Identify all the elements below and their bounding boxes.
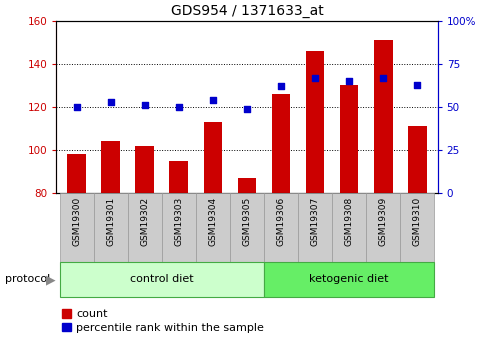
Title: GDS954 / 1371633_at: GDS954 / 1371633_at <box>170 4 323 18</box>
Bar <box>399 193 433 262</box>
Text: ketogenic diet: ketogenic diet <box>309 275 388 284</box>
Bar <box>339 85 358 193</box>
Bar <box>297 193 331 262</box>
Bar <box>229 193 264 262</box>
Text: GSM19305: GSM19305 <box>242 197 251 246</box>
Text: GSM19309: GSM19309 <box>378 197 387 246</box>
Bar <box>237 178 256 193</box>
Bar <box>94 193 127 262</box>
Bar <box>127 193 162 262</box>
Text: GSM19307: GSM19307 <box>310 197 319 246</box>
Point <box>106 99 114 105</box>
Point <box>243 106 250 111</box>
Point <box>277 83 285 89</box>
Bar <box>135 146 154 193</box>
Bar <box>60 262 264 297</box>
Bar <box>366 193 399 262</box>
Point <box>310 75 318 80</box>
Bar <box>331 193 366 262</box>
Text: GSM19303: GSM19303 <box>174 197 183 246</box>
Bar <box>407 126 426 193</box>
Bar <box>271 94 290 193</box>
Point <box>175 104 183 110</box>
Point <box>412 82 420 87</box>
Point <box>141 102 148 108</box>
Bar <box>264 262 433 297</box>
Text: protocol: protocol <box>5 275 50 284</box>
Text: GSM19300: GSM19300 <box>72 197 81 246</box>
Text: GSM19308: GSM19308 <box>344 197 353 246</box>
Text: control diet: control diet <box>130 275 193 284</box>
Bar <box>60 193 94 262</box>
Point <box>73 104 81 110</box>
Bar <box>169 161 188 193</box>
Bar <box>264 193 297 262</box>
Legend: count, percentile rank within the sample: count, percentile rank within the sample <box>61 309 264 333</box>
Bar <box>373 40 392 193</box>
Bar <box>203 122 222 193</box>
Text: GSM19310: GSM19310 <box>412 197 421 246</box>
Bar <box>101 141 120 193</box>
Point <box>208 97 216 103</box>
Bar <box>67 154 86 193</box>
Text: ▶: ▶ <box>45 273 55 286</box>
Point <box>345 78 352 84</box>
Text: GSM19304: GSM19304 <box>208 197 217 246</box>
Text: GSM19302: GSM19302 <box>140 197 149 246</box>
Point <box>379 75 386 80</box>
Bar <box>162 193 196 262</box>
Bar <box>305 51 324 193</box>
Text: GSM19301: GSM19301 <box>106 197 115 246</box>
Text: GSM19306: GSM19306 <box>276 197 285 246</box>
Bar <box>196 193 229 262</box>
